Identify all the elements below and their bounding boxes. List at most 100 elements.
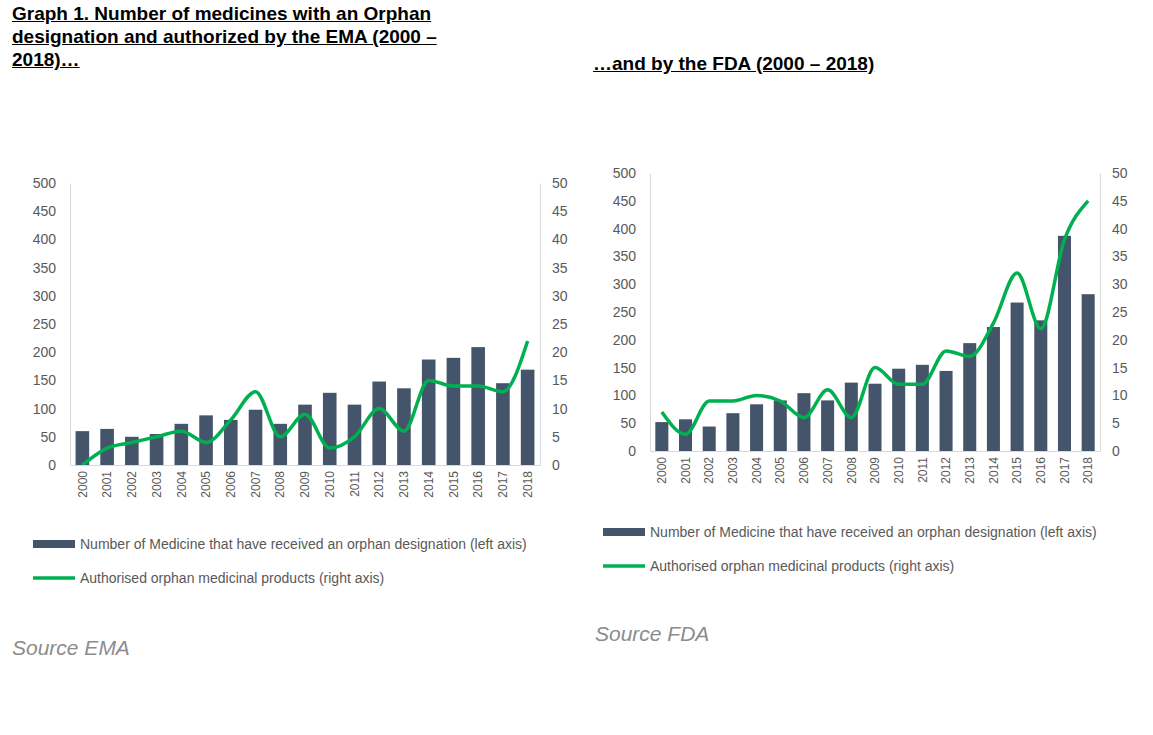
- tick-label: 350: [33, 260, 57, 276]
- tick-label: 2008: [845, 457, 859, 484]
- tick-label: 10: [552, 401, 568, 417]
- tick: 300: [33, 288, 70, 304]
- chart-source: Source FDA: [595, 622, 709, 646]
- tick: 200: [33, 344, 70, 360]
- tick-label: 2011: [916, 457, 930, 483]
- tick: 2005: [199, 465, 213, 498]
- bar: [1011, 303, 1024, 451]
- tick: 500: [613, 165, 650, 181]
- chart-title: …and by the FDA (2000 – 2018): [593, 52, 1133, 75]
- tick: 35: [540, 260, 568, 276]
- tick-label: 2010: [323, 471, 337, 498]
- y2-axis: 05101520253035404550: [540, 175, 568, 473]
- bar: [963, 343, 976, 451]
- tick-label: 400: [613, 221, 637, 237]
- plot-area: [655, 201, 1094, 451]
- tick: 250: [33, 316, 70, 332]
- tick-label: 2005: [199, 471, 213, 498]
- tick: 10: [1100, 387, 1128, 403]
- tick: 50: [540, 175, 568, 191]
- tick: 350: [33, 260, 70, 276]
- tick-label: 2007: [249, 471, 263, 498]
- tick: 2003: [726, 451, 740, 484]
- tick-label: 25: [552, 316, 568, 332]
- tick-label: 500: [613, 165, 637, 181]
- tick: 15: [540, 372, 568, 388]
- bar: [372, 382, 386, 465]
- tick-label: 2003: [150, 471, 164, 498]
- legend: Number of Medicine that have received an…: [33, 536, 527, 586]
- tick: 35: [1100, 248, 1128, 264]
- tick: 2012: [939, 451, 953, 484]
- tick-label: 2003: [726, 457, 740, 484]
- tick-label: 2018: [521, 471, 535, 498]
- tick-label: 10: [1112, 387, 1128, 403]
- tick: 2002: [702, 451, 716, 484]
- tick-label: 2016: [1034, 457, 1048, 484]
- tick-label: 2006: [224, 471, 238, 498]
- bar: [750, 404, 763, 451]
- bar: [821, 400, 834, 451]
- tick: 2001: [679, 451, 693, 484]
- tick: 2006: [224, 465, 238, 498]
- tick: 2012: [372, 465, 386, 498]
- tick: 250: [613, 304, 650, 320]
- tick: 2006: [797, 451, 811, 484]
- tick: 2009: [298, 465, 312, 498]
- tick: 450: [33, 203, 70, 219]
- tick-label: 200: [33, 344, 57, 360]
- tick-label: 100: [33, 401, 57, 417]
- tick-label: 2006: [797, 457, 811, 484]
- tick-label: 40: [1112, 221, 1128, 237]
- legend-swatch: [603, 564, 645, 568]
- axis-line: [540, 184, 541, 466]
- tick-label: 2000: [76, 471, 90, 498]
- tick-label: 150: [613, 360, 637, 376]
- tick: 40: [540, 231, 568, 247]
- tick-label: 35: [552, 260, 568, 276]
- tick: 2013: [397, 465, 411, 498]
- tick: 0: [48, 457, 70, 473]
- tick: 2017: [1058, 451, 1072, 484]
- tick: 2002: [125, 465, 139, 498]
- tick-label: 20: [552, 344, 568, 360]
- tick-label: 50: [40, 429, 56, 445]
- tick: 0: [1100, 443, 1120, 459]
- bar: [797, 393, 810, 451]
- tick-label: 35: [1112, 248, 1128, 264]
- tick: 5: [540, 429, 560, 445]
- tick-label: 2017: [1058, 457, 1072, 484]
- tick: 500: [33, 175, 70, 191]
- tick-label: 450: [33, 203, 57, 219]
- x-axis: 2000200120022003200420052006200720082009…: [71, 465, 541, 498]
- axis-line: [651, 451, 1101, 452]
- bar: [422, 360, 436, 465]
- tick-label: 150: [33, 372, 57, 388]
- tick: 2015: [447, 465, 461, 498]
- axis-line: [1100, 174, 1101, 452]
- bar: [249, 410, 263, 465]
- tick-label: 30: [552, 288, 568, 304]
- tick: 2016: [1034, 451, 1048, 484]
- tick: 45: [1100, 193, 1128, 209]
- bar: [1082, 294, 1095, 451]
- tick: 0: [628, 443, 650, 459]
- chart-title: Graph 1. Number of medicines with an Orp…: [12, 2, 507, 71]
- tick-label: 2012: [372, 471, 386, 498]
- tick-label: 0: [48, 457, 56, 473]
- bar-series: [76, 347, 535, 465]
- bar: [655, 422, 668, 451]
- tick: 2007: [249, 465, 263, 498]
- tick: 2013: [963, 451, 977, 484]
- tick: 2008: [273, 465, 287, 498]
- tick-label: 2015: [1010, 457, 1024, 484]
- tick: 2004: [175, 465, 189, 498]
- tick-label: 0: [552, 457, 560, 473]
- legend: Number of Medicine that have received an…: [603, 524, 1097, 574]
- tick: 2014: [987, 451, 1001, 484]
- legend-label: Authorised orphan medicinal products (ri…: [80, 570, 384, 586]
- tick: 2007: [821, 451, 835, 484]
- tick: 200: [613, 332, 650, 348]
- tick-label: 50: [552, 175, 568, 191]
- tick-label: 2012: [939, 457, 953, 484]
